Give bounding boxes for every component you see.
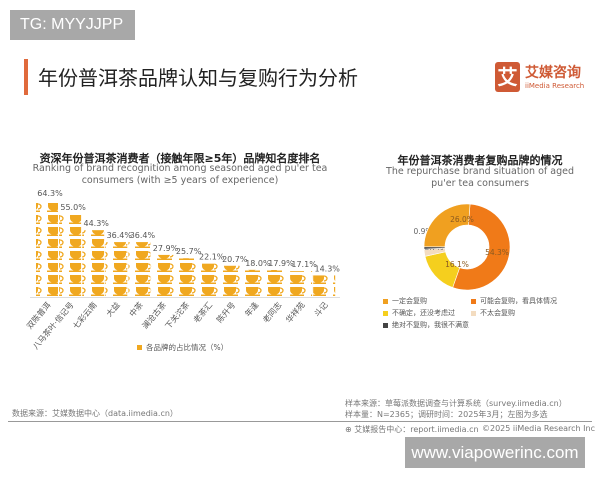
donut-slice-1 [424, 251, 461, 288]
report-center-text: 艾媒报告中心：report.iimedia.cn [354, 425, 479, 434]
bar-11 [290, 271, 313, 297]
bar-value-label: 22.1% [199, 253, 225, 262]
slice-label: 54.3% [485, 248, 509, 257]
slice-label: 0.9% [413, 227, 432, 236]
bar-6 [174, 258, 197, 297]
legend-label: 不太会复购 [480, 309, 515, 317]
category-label: 陈升号 [214, 300, 237, 325]
donut-subtitle: The repurchase brand situation of aged p… [386, 166, 574, 189]
legend-swatch [471, 298, 476, 304]
bar-10 [267, 269, 289, 297]
logo-cn: 艾媒咨询 [525, 65, 581, 81]
page-title: 年份普洱茶品牌认知与复购行为分析 [38, 66, 358, 90]
category-label: 七彩云南 [71, 300, 99, 331]
data-source: 数据来源：艾媒数据中心（data.iimedia.cn） [12, 409, 178, 418]
report-center: ⊕ 艾媒报告中心：report.iimedia.cn [345, 424, 479, 435]
bar-chart-subtitle: Ranking of brand recognition among seaso… [32, 163, 328, 186]
watermark-top: TG: MYYJJPP [10, 10, 135, 40]
slice-label: 26.0% [450, 215, 474, 224]
bar-4 [128, 242, 151, 297]
bar-value-label: 20.7% [222, 255, 248, 264]
category-label: 年逢 [242, 300, 260, 319]
bar-7 [197, 263, 220, 297]
bar-value-label: 36.4% [130, 231, 156, 240]
globe-icon: ⊕ [345, 425, 355, 434]
bar-value-label: 55.0% [60, 203, 86, 212]
donut-slice-4 [423, 203, 471, 248]
sample-source: 样本来源：草莓派数据调查与计算系统（survey.iimedia.cn） [345, 399, 567, 408]
footer-divider [8, 421, 592, 422]
bar-chart-title: 资深年份普洱茶消费者（接触年限≥5年）品牌知名度排名 [39, 152, 321, 165]
bar-value-label: 17.9% [268, 259, 294, 268]
bar-3 [105, 242, 128, 297]
category-label: 中茶 [127, 300, 145, 319]
bar-value-label: 25.7% [176, 247, 202, 256]
bar-value-label: 18.0% [245, 259, 271, 268]
bar-chart: 64.3%双陈普洱55.0%八马茶叶·信记号44.3%七彩云南36.4%大益36… [24, 189, 340, 351]
legend-swatch [383, 322, 388, 328]
sample-size: 样本量：N=2365；调研时间：2025年3月；左图为多选 [345, 410, 548, 419]
bar-2 [82, 230, 105, 297]
legend-swatch [471, 310, 476, 316]
donut-chart: 54.3%16.1%2.7%0.9%26.0% [413, 203, 511, 291]
category-label: 老茶汇 [191, 300, 214, 325]
bar-5 [151, 254, 174, 297]
legend-label: 不确定，还没考虑过 [392, 309, 455, 317]
bar-0 [36, 200, 58, 297]
logo: 艾 艾媒咨询 iiMedia Research [495, 60, 590, 100]
bar-value-label: 36.4% [107, 231, 133, 240]
donut-slice-0 [452, 203, 511, 291]
bar-value-label: 44.3% [83, 219, 109, 228]
legend-label: 一定会复购 [392, 297, 427, 305]
logo-mark: 艾 [495, 62, 520, 92]
bar-12 [313, 275, 336, 297]
slice-label: 16.1% [445, 260, 469, 269]
watermark-bottom: www.viapowerinc.com [405, 437, 585, 468]
category-label: 大益 [104, 300, 122, 319]
legend-swatch [137, 345, 142, 350]
category-label: 斗记 [313, 301, 330, 319]
donut-title: 年份普洱茶消费者复购品牌的情况 [397, 154, 563, 167]
bar-legend-label: 各品牌的占比情况（%） [146, 343, 229, 352]
legend-label: 可能会复购，看具体情况 [480, 297, 557, 305]
bar-value-label: 27.9% [153, 244, 179, 253]
copyright: ©2025 iiMedia Research Inc [482, 424, 595, 433]
legend-label: 绝对不复购，我很不满意 [392, 321, 469, 329]
legend-swatch [383, 298, 388, 304]
title-accent-bar [24, 59, 28, 95]
bar-value-label: 14.3% [314, 264, 340, 273]
category-label: 华祥苑 [284, 300, 307, 325]
category-label: 八马茶叶·信记号 [30, 300, 75, 351]
category-label: 老同志 [260, 300, 283, 325]
legend-swatch [383, 310, 388, 316]
bar-8 [220, 265, 243, 297]
logo-en: iiMedia Research [525, 82, 585, 90]
bar-1 [59, 214, 82, 297]
bar-9 [243, 269, 266, 297]
bar-legend: 各品牌的占比情况（%） [137, 342, 228, 353]
bar-value-label: 17.1% [291, 260, 317, 269]
category-label: 下关沱茶 [163, 300, 191, 331]
bar-value-label: 64.3% [37, 189, 63, 198]
